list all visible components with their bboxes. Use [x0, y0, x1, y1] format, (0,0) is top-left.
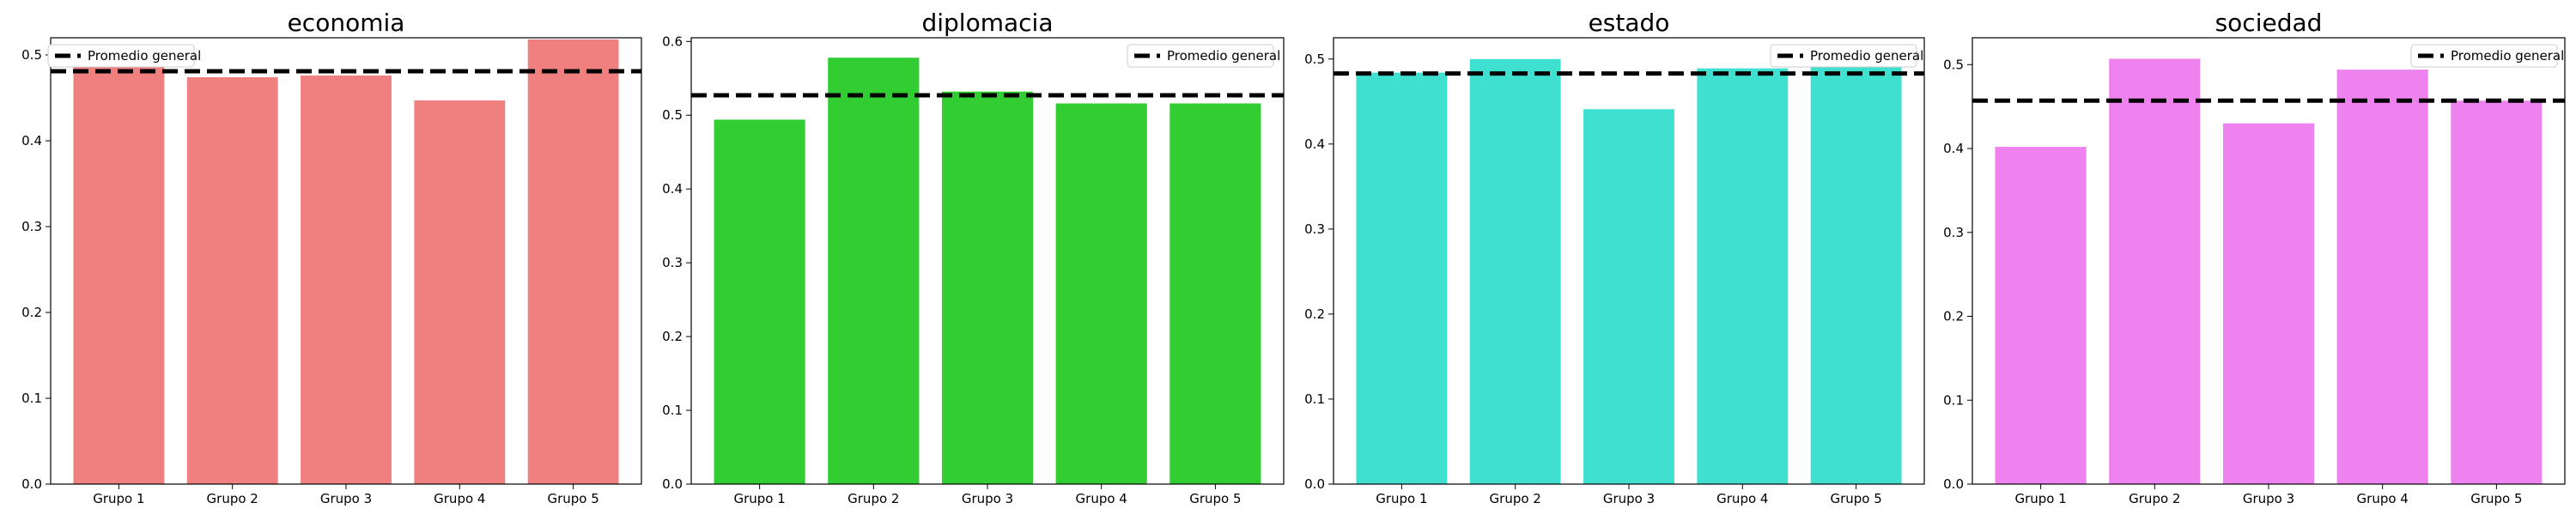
y-tick-label: 0.1 [662, 403, 683, 418]
chart-title: sociedad [2215, 9, 2323, 37]
y-tick-label: 0.3 [662, 255, 683, 270]
bar [1583, 109, 1674, 484]
x-tick-label: Grupo 1 [733, 491, 785, 506]
bar [1055, 103, 1147, 484]
x-tick-label: Grupo 5 [2470, 491, 2522, 506]
x-tick-label: Grupo 4 [434, 491, 485, 506]
x-tick-label: Grupo 5 [1189, 491, 1241, 506]
legend-box [1770, 44, 1917, 68]
legend: Promedio general [1770, 44, 1923, 68]
y-tick-label: 0.2 [662, 329, 683, 344]
y-tick-label: 0.2 [21, 305, 42, 320]
x-tick-label: Grupo 3 [962, 491, 1013, 506]
y-tick-label: 0.0 [1304, 476, 1325, 492]
bar [2109, 58, 2201, 484]
x-tick-label: Grupo 4 [1716, 491, 1768, 506]
bar [1356, 72, 1448, 485]
bar [941, 91, 1034, 485]
bar [2451, 100, 2543, 484]
x-tick-label: Grupo 5 [1830, 491, 1881, 506]
chart-panel-sociedad: sociedad Grupo 1 Grupo 2 Grupo 3 Grupo 4 Grup… [1943, 9, 2566, 506]
axes-frame [1333, 37, 1925, 485]
y-tick-label: 0.0 [662, 476, 683, 492]
bar [828, 58, 920, 485]
legend-box [47, 44, 195, 68]
bar [301, 76, 392, 484]
y-tick-label: 0.1 [1943, 392, 1964, 408]
x-tick-label: Grupo 5 [547, 491, 598, 506]
x-tick-label: Grupo 2 [848, 491, 899, 506]
x-tick-label: Grupo 4 [1076, 491, 1127, 506]
legend-label: Promedio general [2451, 48, 2564, 64]
y-tick-label: 0.1 [1304, 391, 1325, 407]
chart-title: economia [288, 9, 405, 37]
bar [1810, 61, 1902, 484]
x-tick-label: Grupo 2 [207, 491, 258, 506]
y-tick-label: 0.3 [21, 219, 42, 234]
legend-box [1127, 44, 1274, 68]
x-tick-label: Grupo 3 [1603, 491, 1655, 506]
y-tick-label: 0.0 [21, 476, 42, 492]
x-tick-label: Grupo 3 [2243, 491, 2294, 506]
y-tick-label: 0.4 [1304, 136, 1325, 152]
bar [414, 100, 506, 484]
legend-box [2410, 44, 2558, 68]
x-tick-label: Grupo 2 [1490, 491, 1541, 506]
y-tick-label: 0.3 [1304, 221, 1325, 237]
bar [1170, 103, 1261, 484]
bar [2222, 123, 2315, 484]
y-tick-label: 0.1 [21, 391, 42, 406]
bar [2336, 70, 2428, 484]
axes-frame [1971, 37, 2566, 485]
y-tick-label: 0.3 [1943, 225, 1964, 240]
y-tick-label: 0.6 [662, 33, 683, 49]
bar [73, 61, 165, 484]
bar [1469, 58, 1561, 484]
chart-title: estado [1589, 9, 1670, 37]
bar [186, 77, 278, 484]
y-tick-label: 0.0 [1943, 476, 1964, 492]
x-tick-label: Grupo 1 [2014, 491, 2066, 506]
y-tick-label: 0.5 [1304, 52, 1325, 67]
y-tick-label: 0.5 [662, 107, 683, 123]
chart-title: diplomacia [921, 9, 1053, 37]
x-tick-label: Grupo 1 [1376, 491, 1427, 506]
x-tick-label: Grupo 1 [93, 491, 144, 506]
y-tick-label: 0.2 [1304, 306, 1325, 322]
y-tick-label: 0.5 [21, 47, 42, 63]
chart-panel-estado: estado Grupo 1 Grupo 2 Grupo 3 Grupo 4 Grupo … [1304, 9, 1925, 506]
y-tick-label: 0.4 [662, 181, 683, 197]
chart-panel-diplomacia: diplomacia Grupo 1 Grupo 2 Grupo 3 Grupo 4 Gr… [662, 9, 1285, 506]
axes-frame [50, 37, 642, 485]
bar [1995, 147, 2087, 484]
bar [714, 119, 805, 484]
x-tick-label: Grupo 3 [320, 491, 372, 506]
y-tick-label: 0.2 [1943, 309, 1964, 324]
bar [1697, 68, 1789, 484]
bar [527, 39, 619, 484]
legend-label: Promedio general [88, 48, 201, 64]
legend: Promedio general [2410, 44, 2564, 68]
y-tick-label: 0.5 [1943, 57, 1964, 72]
chart-panel-economia: economia Grupo 1 Grupo 2 Grupo 3 Grupo 4 Grup… [21, 9, 642, 506]
legend-label: Promedio general [1167, 48, 1280, 64]
y-tick-label: 0.4 [21, 133, 42, 148]
axes-frame [690, 37, 1285, 485]
y-tick-label: 0.4 [1943, 141, 1964, 156]
x-tick-label: Grupo 4 [2357, 491, 2409, 506]
legend-label: Promedio general [1810, 48, 1923, 64]
legend: Promedio general [1127, 44, 1280, 68]
x-tick-label: Grupo 2 [2129, 491, 2180, 506]
legend: Promedio general [47, 44, 201, 68]
